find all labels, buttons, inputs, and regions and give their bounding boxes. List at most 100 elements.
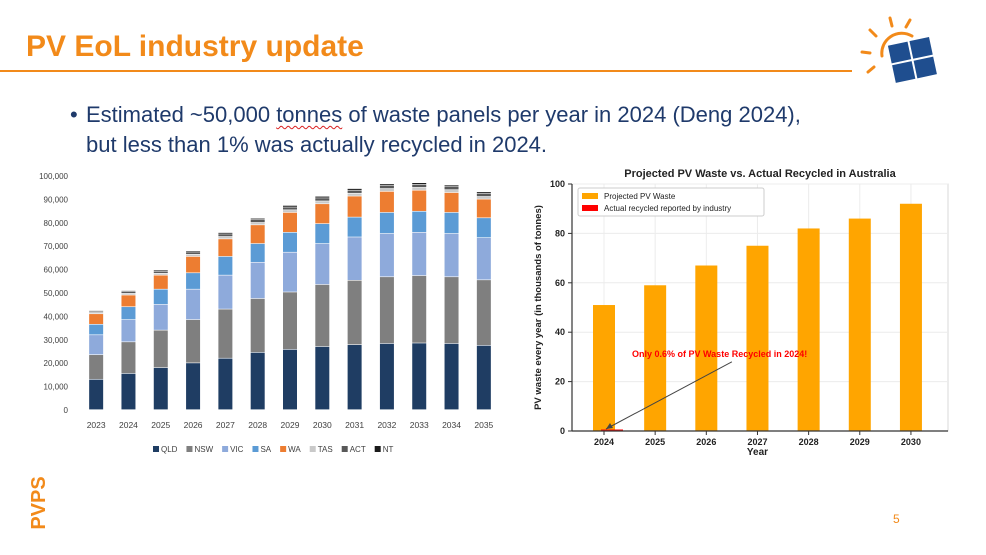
y-tick-label: 20,000 [44, 359, 69, 368]
bullet-line-2: but less than 1% was actually recycled i… [86, 132, 548, 157]
bar-segment-vic [121, 319, 136, 342]
legend-swatch-nsw [186, 446, 193, 452]
sun-panel-logo-icon [860, 16, 939, 85]
bar-segment-act [89, 311, 104, 313]
legend-label-vic: VIC [230, 445, 244, 454]
title-divider [0, 70, 852, 72]
bar-segment-sa [121, 307, 136, 320]
bar-segment-tas [412, 187, 427, 190]
bar-segment-sa [476, 218, 491, 238]
legend-label-qld: QLD [161, 445, 178, 454]
x-axis-label: Year [747, 447, 768, 456]
bar-segment-tas [379, 188, 394, 192]
x-tick-label: 2025 [645, 437, 665, 447]
legend-label-tas: TAS [318, 445, 333, 454]
y-tick-label: 70,000 [44, 242, 69, 251]
bar-segment-sa [412, 211, 427, 233]
bullet-point: • Estimated ~50,000 tonnes of waste pane… [70, 100, 930, 160]
bar-segment-wa [347, 196, 362, 217]
legend-swatch-sa [252, 446, 259, 452]
bar-segment-act [283, 207, 297, 210]
y-tick-label: 20 [555, 377, 565, 387]
y-tick-label: 90,000 [44, 195, 69, 204]
y-tick-label: 100 [550, 179, 565, 189]
legend-label-wa: WA [288, 445, 301, 454]
y-tick-label: 0 [560, 426, 565, 436]
bar-segment-nsw [315, 284, 330, 347]
bar-segment-wa [89, 314, 104, 324]
bar-segment-nt [379, 184, 394, 186]
x-tick-label: 2026 [696, 437, 716, 447]
legend-box [577, 187, 765, 217]
bar-segment-qld [347, 344, 362, 410]
x-tick-label: 2031 [345, 420, 364, 430]
y-tick-label: 0 [64, 406, 69, 415]
bar-segment-wa [315, 204, 330, 224]
bar-segment-act [476, 193, 491, 197]
y-tick-label: 80 [555, 228, 565, 238]
x-tick-label: 2035 [474, 420, 493, 430]
bar-segment-tas [250, 222, 265, 225]
bar-segment-wa [121, 295, 136, 307]
bar-segment-wa [283, 212, 297, 233]
bar-segment-nt [186, 251, 201, 252]
bar-segment-tas [476, 196, 491, 199]
bar-segment-sa [218, 256, 233, 275]
bar-segment-sa [89, 324, 104, 335]
legend-swatch-0 [582, 193, 598, 199]
legend-label-nt: NT [383, 445, 394, 454]
bar-segment-act [347, 190, 362, 193]
x-tick-label: 2029 [281, 420, 300, 430]
bar-segment-qld [250, 352, 265, 410]
bar-segment-nsw [153, 330, 168, 368]
x-tick-label: 2032 [377, 420, 396, 430]
bar-segment-nt [153, 270, 168, 271]
y-tick-label: 40 [555, 327, 565, 337]
bar-segment-tas [89, 312, 104, 314]
bar-segment-vic [218, 275, 233, 309]
bar-segment-act [379, 185, 394, 189]
page-number: 5 [893, 512, 900, 526]
bar-segment-act [444, 186, 459, 190]
x-tick-label: 2030 [901, 437, 921, 447]
bar-segment-vic [476, 238, 491, 280]
bar-segment-vic [444, 233, 459, 277]
bar-segment-qld [186, 363, 201, 410]
legend-label-0: Projected PV Waste [604, 192, 676, 201]
y-tick-label: 50,000 [44, 289, 69, 298]
projected-waste-bar [848, 218, 871, 431]
bar-segment-sa [315, 223, 330, 244]
bar-segment-tas [121, 293, 136, 295]
x-tick-label: 2024 [119, 420, 138, 430]
pvps-text: PVPS [28, 476, 50, 529]
bar-segment-qld [283, 349, 297, 410]
bar-segment-nt [250, 218, 265, 220]
bar-segment-nsw [283, 292, 297, 350]
x-tick-label: 2028 [248, 420, 267, 430]
bar-segment-wa [153, 275, 168, 289]
bar-segment-vic [347, 237, 362, 280]
legend-label-sa: SA [260, 445, 271, 454]
y-tick-label: 60 [555, 278, 565, 288]
bar-segment-wa [412, 190, 427, 211]
bar-segment-tas [444, 190, 459, 193]
bar-segment-vic [89, 335, 104, 355]
bar-segment-qld [89, 379, 104, 410]
bar-segment-wa [186, 256, 201, 273]
x-tick-label: 2034 [442, 420, 461, 430]
bar-segment-wa [476, 199, 491, 218]
x-tick-label: 2023 [87, 420, 106, 430]
bar-segment-nt [218, 232, 233, 234]
x-tick-label: 2027 [747, 437, 767, 447]
bar-segment-nsw [121, 342, 136, 374]
x-tick-label: 2024 [594, 437, 614, 447]
bar-segment-sa [347, 217, 362, 237]
bar-segment-tas [153, 273, 168, 275]
chart-title: Projected PV Waste vs. Actual Recycled i… [624, 168, 896, 180]
y-tick-label: 30,000 [44, 336, 69, 345]
bar-segment-vic [379, 233, 394, 277]
bar-segment-act [121, 291, 136, 294]
bar-segment-nt [315, 196, 330, 198]
bar-segment-qld [444, 343, 459, 410]
y-axis-label: PV waste every year (in thousands of ton… [533, 205, 544, 410]
